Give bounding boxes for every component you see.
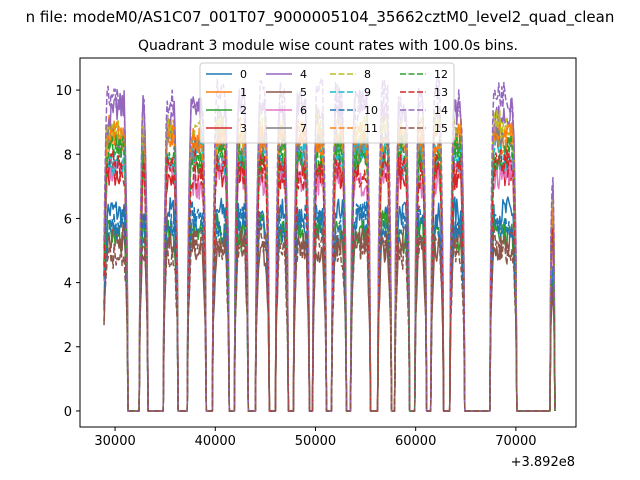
plot-area-frame xyxy=(79,57,577,428)
chart-title: Quadrant 3 module wise count rates with … xyxy=(138,38,518,54)
legend-label-6: 6 xyxy=(300,104,307,117)
y-tick-label: 6 xyxy=(64,212,72,227)
series-line-10 xyxy=(103,199,556,412)
x-tick-label: 70000 xyxy=(495,434,536,449)
legend-label-0: 0 xyxy=(240,68,247,81)
x-tick-label: 40000 xyxy=(195,434,236,449)
legend-label-5: 5 xyxy=(300,86,307,99)
y-tick-label: 4 xyxy=(64,277,72,292)
x-tick-label: 50000 xyxy=(295,434,336,449)
y-tick-label: 10 xyxy=(55,84,72,99)
series-line-6 xyxy=(103,154,556,412)
legend-label-1: 1 xyxy=(240,86,247,99)
legend-label-10: 10 xyxy=(364,104,378,117)
x-tick-label: 60000 xyxy=(395,434,436,449)
legend-label-12: 12 xyxy=(434,68,448,81)
series-layer xyxy=(103,76,556,412)
y-tick-label: 2 xyxy=(64,341,72,356)
y-tick-label: 8 xyxy=(64,148,72,163)
axis-ticks: 30000 40000 50000 60000 70000 0 2 4 6 8 10 xyxy=(55,84,536,449)
legend-label-11: 11 xyxy=(364,122,378,135)
legend-label-14: 14 xyxy=(434,104,448,117)
legend-label-9: 9 xyxy=(364,86,371,99)
chart-suptitle: n file: modeM0/AS1C07_001T07_9000005104_… xyxy=(26,8,615,27)
x-tick-label: 30000 xyxy=(94,434,135,449)
x-axis-offset-label: +3.892e8 xyxy=(511,455,575,470)
legend-box xyxy=(199,62,455,144)
series-line-14 xyxy=(103,76,556,412)
legend-label-13: 13 xyxy=(434,86,448,99)
legend-label-15: 15 xyxy=(434,122,448,135)
series-line-3 xyxy=(103,146,556,412)
legend-label-4: 4 xyxy=(300,68,307,81)
legend-label-2: 2 xyxy=(240,104,247,117)
series-line-2 xyxy=(103,210,556,412)
legend-label-8: 8 xyxy=(364,68,371,81)
series-line-1 xyxy=(103,112,556,412)
series-line-15 xyxy=(103,226,556,412)
y-tick-label: 0 xyxy=(64,405,72,420)
legend-label-7: 7 xyxy=(300,122,307,135)
legend-label-3: 3 xyxy=(240,122,247,135)
series-line-13 xyxy=(103,149,556,412)
